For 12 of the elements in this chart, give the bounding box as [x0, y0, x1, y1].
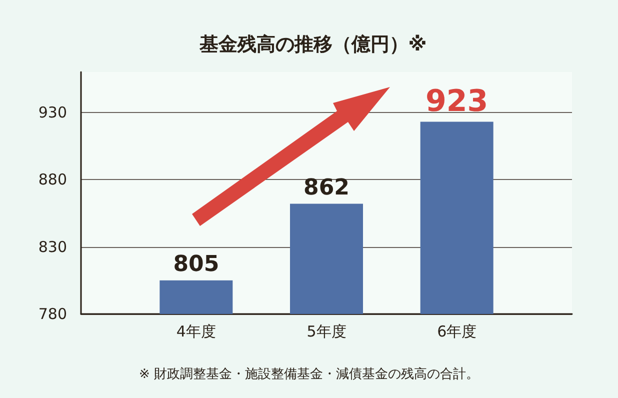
y-tick-label: 780 [38, 305, 67, 323]
y-tick-label: 830 [38, 238, 67, 256]
text: ※ 財政調整基金・施設整備基金・減債基金の残高の合計。 [138, 366, 480, 382]
data-label: 805 [173, 252, 220, 277]
data-label: 862 [304, 175, 350, 200]
chart-title: 基金残高の推移（億円）※ [198, 34, 427, 56]
y-tick-label: 930 [38, 103, 67, 122]
x-tick-label: 6年度 [437, 322, 477, 340]
y-tick-label: 880 [38, 170, 67, 189]
data-label: 923 [426, 84, 488, 120]
x-tick-label: 4年度 [176, 322, 216, 340]
x-tick-label: 5年度 [306, 322, 346, 340]
